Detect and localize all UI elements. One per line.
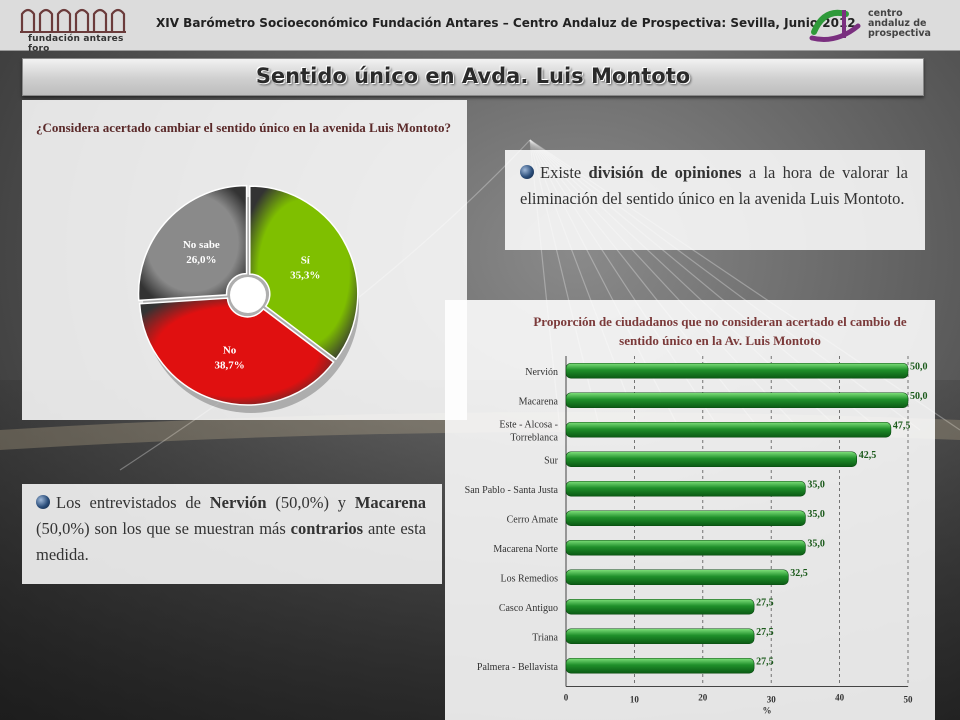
category-label: Los Remedios bbox=[501, 573, 559, 584]
bar-value-label: 47,5 bbox=[893, 420, 911, 431]
bar-chart-title: Proporción de ciudadanos que no consider… bbox=[533, 314, 907, 348]
pie-slice bbox=[137, 184, 248, 302]
slide-title: Sentido único en Avda. Luis Montoto bbox=[255, 64, 691, 88]
bar-value-label: 50,0 bbox=[910, 361, 928, 372]
category-label: San Pablo - Santa Justa bbox=[465, 485, 559, 496]
pie-slice-label: No bbox=[223, 344, 237, 356]
bar-value-label: 50,0 bbox=[910, 391, 928, 402]
text-panel-right bbox=[505, 150, 925, 250]
header-title: XIV Barómetro Socioeconómico Fundación A… bbox=[156, 16, 856, 30]
prospective-center-logo: centro andaluz de prospectiva bbox=[806, 4, 946, 46]
prospective-center-logo-icon bbox=[809, 9, 861, 42]
text-panel-left bbox=[22, 484, 442, 584]
pie-chart: Sí 35,3% No 38,7% No sabe 26,0% bbox=[137, 184, 359, 413]
bar bbox=[565, 539, 806, 556]
pie-slice bbox=[249, 185, 359, 361]
bar-value-label: 35,0 bbox=[807, 509, 825, 520]
x-tick-label: 0 bbox=[564, 693, 569, 703]
category-label: Triana bbox=[532, 632, 558, 643]
pie-slice-label: No sabe bbox=[183, 239, 220, 251]
bar-value-label: 27,5 bbox=[756, 656, 774, 667]
category-label: Macarena Norte bbox=[493, 544, 558, 555]
bar bbox=[565, 569, 789, 586]
x-tick-label: 20 bbox=[698, 693, 708, 703]
bar-value-label: 35,0 bbox=[807, 479, 825, 490]
bar-value-label: 42,5 bbox=[859, 450, 877, 461]
bar bbox=[565, 510, 806, 527]
bar-value-label: 27,5 bbox=[756, 627, 774, 638]
foundation-logo-text: fundación antares foro bbox=[28, 34, 124, 54]
bar-value-label: 35,0 bbox=[807, 538, 825, 549]
x-tick-label: 50 bbox=[904, 695, 914, 705]
slide-title-bar: Sentido único en Avda. Luis Montoto bbox=[22, 58, 924, 96]
bar bbox=[565, 480, 806, 497]
bar bbox=[565, 628, 755, 645]
category-label: Sur bbox=[544, 455, 559, 466]
bar bbox=[565, 598, 755, 615]
bar bbox=[565, 657, 755, 674]
category-label: Nervión bbox=[525, 367, 558, 378]
bar-chart: 0 10 20 30 40 50% 50,0 Nervión 50,0 Macarena 47,5 E… bbox=[465, 356, 928, 716]
finding-opinions-text: Existe división de opiniones a la hora d… bbox=[520, 163, 908, 208]
x-tick-label: 30 bbox=[767, 695, 777, 705]
bar bbox=[565, 362, 909, 379]
bar bbox=[565, 392, 909, 409]
category-label: Palmera - Bellavista bbox=[477, 662, 559, 673]
foundation-logo-icon bbox=[20, 8, 126, 33]
bar bbox=[565, 451, 858, 468]
bullet-icon bbox=[520, 165, 534, 179]
header-bar: fundación antares foro XIV Barómetro Soc… bbox=[0, 0, 960, 54]
prospective-center-logo-text: centro andaluz de prospectiva bbox=[868, 8, 931, 39]
bar-value-label: 32,5 bbox=[790, 568, 808, 579]
survey-question: ¿Considera acertado cambiar el sentido ú… bbox=[36, 120, 452, 135]
x-tick-label: 40 bbox=[835, 693, 845, 703]
pie-slice-value: 38,7% bbox=[214, 359, 244, 371]
pie-slice bbox=[138, 297, 335, 406]
pie-slice-value: 26,0% bbox=[186, 254, 216, 266]
bullet-icon bbox=[36, 495, 50, 509]
foundation-logo: fundación antares foro bbox=[18, 4, 128, 54]
category-label: Este - Alcosa - bbox=[499, 419, 558, 430]
bar bbox=[565, 421, 892, 438]
pie-hole bbox=[230, 277, 266, 313]
category-label: Macarena bbox=[519, 396, 559, 407]
pie-slice-label: Sí bbox=[301, 254, 311, 266]
finding-districts-text: Los entrevistados de Nervión (50,0%) y M… bbox=[36, 493, 427, 564]
category-label: Torreblanca bbox=[510, 432, 558, 443]
x-axis-label: % bbox=[763, 706, 772, 716]
category-label: Cerro Amate bbox=[507, 514, 559, 525]
x-tick-label: 10 bbox=[630, 695, 640, 705]
category-label: Casco Antiguo bbox=[499, 603, 558, 614]
bar-value-label: 27,5 bbox=[756, 597, 774, 608]
pie-slice-value: 35,3% bbox=[290, 269, 320, 281]
